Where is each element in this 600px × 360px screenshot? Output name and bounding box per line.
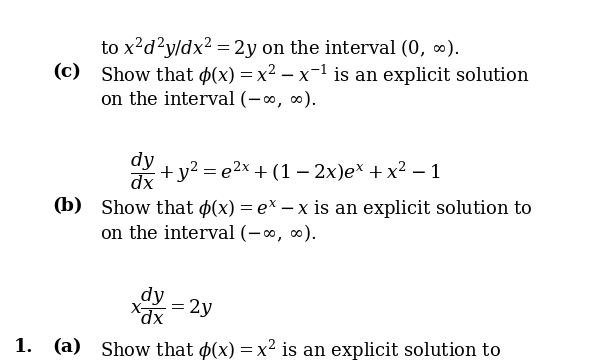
Text: Show that $\phi(x) = x^2$ is an explicit solution to: Show that $\phi(x) = x^2$ is an explicit… [100,338,501,360]
Text: 1.: 1. [14,338,34,356]
Text: (c): (c) [52,63,81,81]
Text: Show that $\phi(x) = e^x - x$ is an explicit solution to: Show that $\phi(x) = e^x - x$ is an expl… [100,197,533,220]
Text: on the interval $(-\infty,\, \infty)$.: on the interval $(-\infty,\, \infty)$. [100,88,317,110]
Text: to $x^2 d^2y/dx^2 = 2y$ on the interval $(0,\, \infty)$.: to $x^2 d^2y/dx^2 = 2y$ on the interval … [100,36,460,61]
Text: $\dfrac{dy}{dx} + y^2 = e^{2x} + (1 - 2x)e^x + x^2 - 1$: $\dfrac{dy}{dx} + y^2 = e^{2x} + (1 - 2x… [130,150,440,192]
Text: on the interval $(-\infty,\, \infty)$.: on the interval $(-\infty,\, \infty)$. [100,222,317,244]
Text: $x\dfrac{dy}{dx} = 2y$: $x\dfrac{dy}{dx} = 2y$ [130,285,213,327]
Text: (a): (a) [52,338,82,356]
Text: (b): (b) [52,197,83,215]
Text: Show that $\phi(x) = x^2 - x^{-1}$ is an explicit solution: Show that $\phi(x) = x^2 - x^{-1}$ is an… [100,63,530,88]
